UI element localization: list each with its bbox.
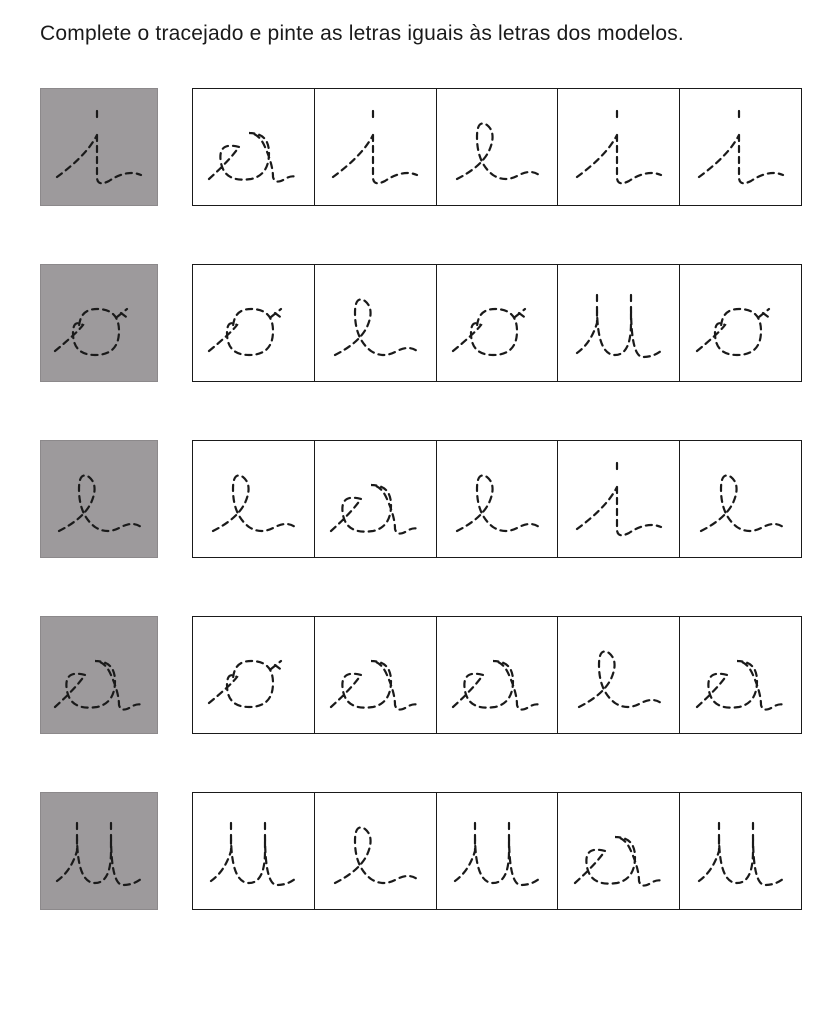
- rows-container: [40, 88, 802, 910]
- model-box: [40, 264, 158, 382]
- letter-e-icon: [203, 449, 303, 549]
- letter-a-icon: [447, 625, 547, 725]
- letter-i-icon: [325, 97, 425, 197]
- practice-row: [40, 616, 802, 734]
- practice-cell: [558, 616, 680, 734]
- letter-a-icon: [49, 625, 149, 725]
- practice-cell: [192, 616, 315, 734]
- letter-u-icon: [203, 801, 303, 901]
- practice-cell: [558, 88, 680, 206]
- letter-u-icon: [447, 801, 547, 901]
- practice-cell: [192, 440, 315, 558]
- row-gap: [158, 440, 192, 558]
- model-box: [40, 88, 158, 206]
- practice-strip: [192, 440, 802, 558]
- practice-cell: [437, 264, 559, 382]
- row-gap: [158, 88, 192, 206]
- practice-cell: [558, 440, 680, 558]
- letter-o-icon: [203, 625, 303, 725]
- practice-strip: [192, 264, 802, 382]
- instruction-text: Complete o tracejado e pinte as letras i…: [40, 22, 802, 46]
- practice-strip: [192, 616, 802, 734]
- model-box: [40, 616, 158, 734]
- practice-row: [40, 792, 802, 910]
- practice-cell: [192, 88, 315, 206]
- letter-o-icon: [691, 273, 791, 373]
- practice-cell: [315, 264, 437, 382]
- practice-cell: [437, 440, 559, 558]
- row-gap: [158, 616, 192, 734]
- letter-e-icon: [447, 449, 547, 549]
- practice-cell: [680, 616, 802, 734]
- letter-a-icon: [691, 625, 791, 725]
- letter-u-icon: [49, 801, 149, 901]
- practice-row: [40, 440, 802, 558]
- practice-cell: [315, 88, 437, 206]
- practice-cell: [680, 264, 802, 382]
- practice-cell: [315, 792, 437, 910]
- practice-strip: [192, 792, 802, 910]
- letter-e-icon: [49, 449, 149, 549]
- letter-o-icon: [49, 273, 149, 373]
- letter-a-icon: [325, 449, 425, 549]
- practice-row: [40, 88, 802, 206]
- letter-i-icon: [569, 449, 669, 549]
- row-gap: [158, 792, 192, 910]
- letter-e-icon: [325, 801, 425, 901]
- letter-i-icon: [569, 97, 669, 197]
- practice-cell: [680, 88, 802, 206]
- letter-o-icon: [447, 273, 547, 373]
- letter-a-icon: [325, 625, 425, 725]
- model-box: [40, 440, 158, 558]
- practice-strip: [192, 88, 802, 206]
- letter-u-icon: [691, 801, 791, 901]
- practice-cell: [315, 616, 437, 734]
- letter-u-icon: [569, 273, 669, 373]
- practice-cell: [315, 440, 437, 558]
- practice-cell: [437, 792, 559, 910]
- practice-cell: [437, 616, 559, 734]
- letter-e-icon: [447, 97, 547, 197]
- practice-cell: [680, 440, 802, 558]
- letter-e-icon: [569, 625, 669, 725]
- letter-e-icon: [325, 273, 425, 373]
- letter-i-icon: [49, 97, 149, 197]
- practice-row: [40, 264, 802, 382]
- practice-cell: [192, 264, 315, 382]
- model-box: [40, 792, 158, 910]
- practice-cell: [437, 88, 559, 206]
- letter-i-icon: [691, 97, 791, 197]
- letter-a-icon: [569, 801, 669, 901]
- letter-o-icon: [203, 273, 303, 373]
- practice-cell: [680, 792, 802, 910]
- letter-e-icon: [691, 449, 791, 549]
- worksheet-page: Complete o tracejado e pinte as letras i…: [0, 0, 830, 1024]
- row-gap: [158, 264, 192, 382]
- letter-a-icon: [203, 97, 303, 197]
- practice-cell: [558, 264, 680, 382]
- practice-cell: [558, 792, 680, 910]
- practice-cell: [192, 792, 315, 910]
